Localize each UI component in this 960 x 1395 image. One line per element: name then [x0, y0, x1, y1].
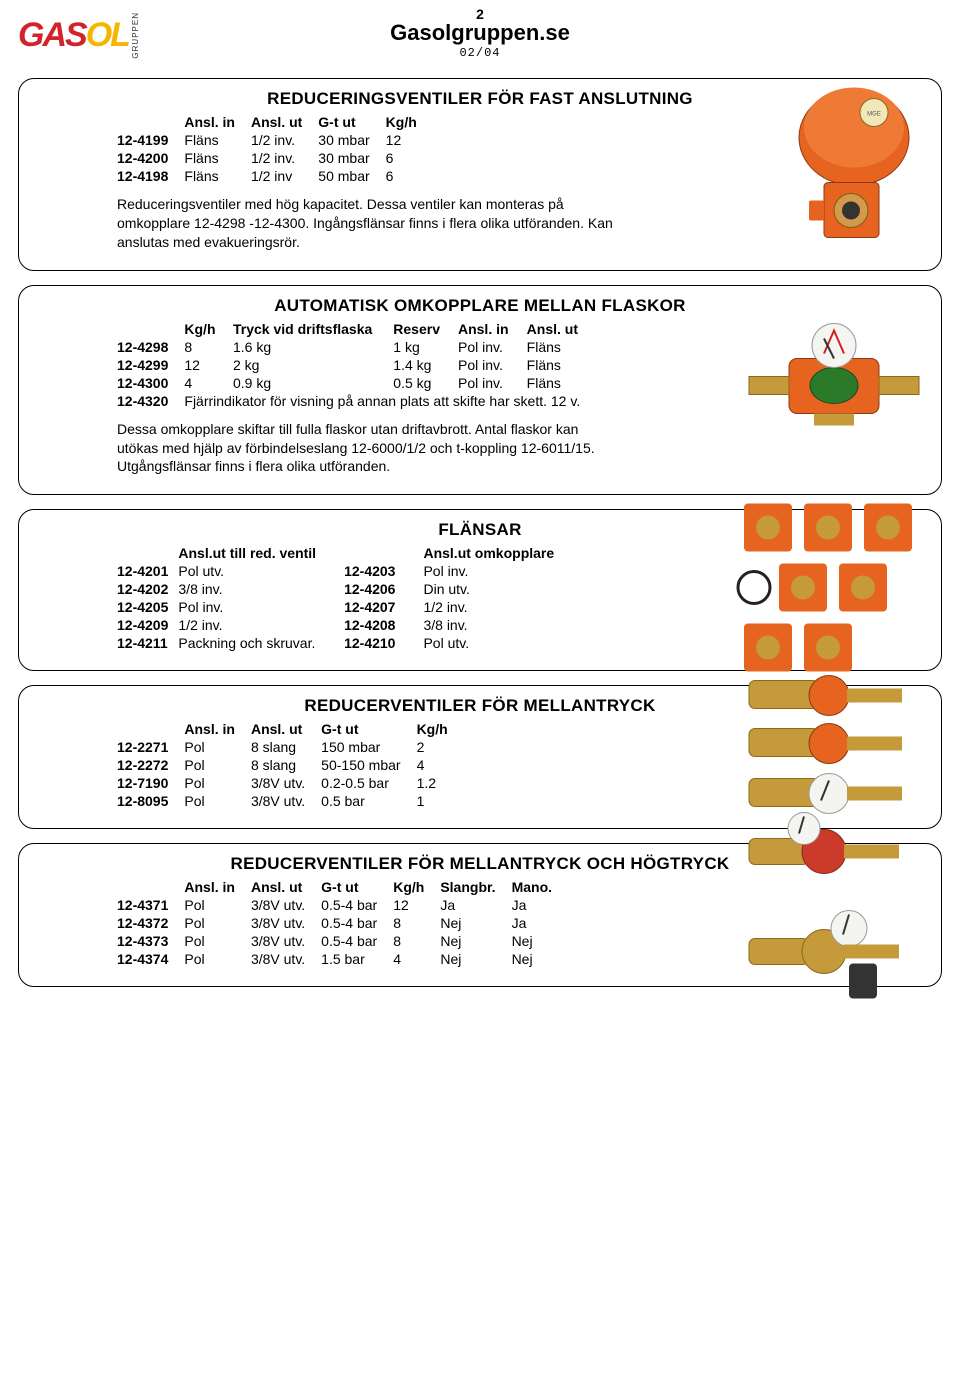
page-header: GASOL GRUPPEN 2 Gasolgruppen.se 02/04	[0, 0, 960, 64]
table-section1: Ansl. in Ansl. ut G-t ut Kg/h 12-4199Flä…	[117, 113, 433, 185]
table-row: 12-4199Fläns1/2 inv.30 mbar12	[117, 131, 433, 149]
table-header-row: Ansl. in Ansl. ut G-t ut Kg/h Slangbr. M…	[117, 878, 568, 896]
site-title: Gasolgruppen.se	[20, 20, 940, 46]
table-section2: Kg/h Tryck vid driftsflaska Reserv Ansl.…	[117, 320, 596, 410]
issue-date: 02/04	[20, 46, 940, 60]
table-row: 12-4320Fjärrindikator för visning på ann…	[117, 392, 596, 410]
table-row: 12-42091/2 inv.12-42083/8 inv.	[117, 616, 582, 634]
table-header-row: Kg/h Tryck vid driftsflaska Reserv Ansl.…	[117, 320, 596, 338]
col-ansl-in: Ansl. in	[184, 113, 251, 131]
col-kgh: Kg/h	[386, 113, 433, 131]
table-row: 12-7190Pol3/8V utv.0.2-0.5 bar1.2	[117, 774, 464, 792]
table-header-row: Ansl. in Ansl. ut G-t ut Kg/h	[117, 113, 433, 131]
table-row: 12-4198Fläns1/2 inv50 mbar6	[117, 167, 433, 185]
table-row: 12-2272Pol8 slang50-150 mbar4	[117, 756, 464, 774]
table-row: 12-2271Pol8 slang150 mbar2	[117, 738, 464, 756]
product-image	[729, 494, 929, 687]
table-row: 12-4374Pol3/8V utv.1.5 bar4NejNej	[117, 950, 568, 968]
logo-part1: GAS	[18, 16, 86, 55]
product-image	[739, 319, 929, 462]
section-mellantryck: REDUCERVENTILER FÖR MELLANTRYCK Ansl. in…	[18, 685, 942, 829]
col-gtut: G-t ut	[318, 113, 385, 131]
logo-part2: OL	[86, 16, 129, 55]
section-note: Dessa omkopplare skiftar till fulla flas…	[117, 420, 617, 477]
table-row: 12-4200Fläns1/2 inv.30 mbar6	[117, 149, 433, 167]
table-row: 12-8095Pol3/8V utv.0.5 bar1	[117, 792, 464, 810]
table-row: 12-42023/8 inv.12-4206Din utv.	[117, 580, 582, 598]
section-title: AUTOMATISK OMKOPPLARE MELLAN FLASKOR	[33, 296, 927, 316]
table-section4: Ansl. in Ansl. ut G-t ut Kg/h 12-2271Pol…	[117, 720, 464, 810]
table-row: 12-430040.9 kg0.5 kgPol inv.Fläns	[117, 374, 596, 392]
table-row: 12-4205Pol inv.12-42071/2 inv.	[117, 598, 582, 616]
section-flansar: FLÄNSAR Ansl.ut till red. ventil Ansl.ut…	[18, 509, 942, 671]
table-row: 12-4201Pol utv.12-4203Pol inv.	[117, 562, 582, 580]
col-ansl-ut: Ansl. ut	[251, 113, 318, 131]
section-omkopplare: AUTOMATISK OMKOPPLARE MELLAN FLASKOR Kg/…	[18, 285, 942, 496]
table-row: 12-4371Pol3/8V utv.0.5-4 bar12JaJa	[117, 896, 568, 914]
table-section3: Ansl.ut till red. ventil Ansl.ut omkoppl…	[117, 544, 582, 652]
svg-text:MGE: MGE	[867, 112, 881, 118]
product-image: MGE	[769, 83, 929, 266]
section-reduceringsventiler: REDUCERINGSVENTILER FÖR FAST ANSLUTNING …	[18, 78, 942, 271]
logo: GASOL GRUPPEN	[18, 12, 140, 59]
section-note: Reduceringsventiler med hög kapacitet. D…	[117, 195, 617, 252]
col-id	[117, 113, 184, 131]
section-hogtryck: REDUCERVENTILER FÖR MELLANTRYCK OCH HÖGT…	[18, 843, 942, 987]
col-right: Ansl.ut omkopplare	[423, 544, 582, 562]
table-section5: Ansl. in Ansl. ut G-t ut Kg/h Slangbr. M…	[117, 878, 568, 968]
col-left: Ansl.ut till red. ventil	[178, 544, 344, 562]
table-row: 12-4211Packning och skruvar.12-4210Pol u…	[117, 634, 582, 652]
table-row: 12-4373Pol3/8V utv.0.5-4 bar8NejNej	[117, 932, 568, 950]
table-row: 12-4372Pol3/8V utv.0.5-4 bar8NejJa	[117, 914, 568, 932]
table-row: 12-429881.6 kg1 kgPol inv.Fläns	[117, 338, 596, 356]
product-image	[729, 809, 929, 1022]
table-header-row: Ansl.ut till red. ventil Ansl.ut omkoppl…	[117, 544, 582, 562]
table-row: 12-4299122 kg1.4 kgPol inv.Fläns	[117, 356, 596, 374]
table-header-row: Ansl. in Ansl. ut G-t ut Kg/h	[117, 720, 464, 738]
logo-sub: GRUPPEN	[131, 12, 140, 59]
